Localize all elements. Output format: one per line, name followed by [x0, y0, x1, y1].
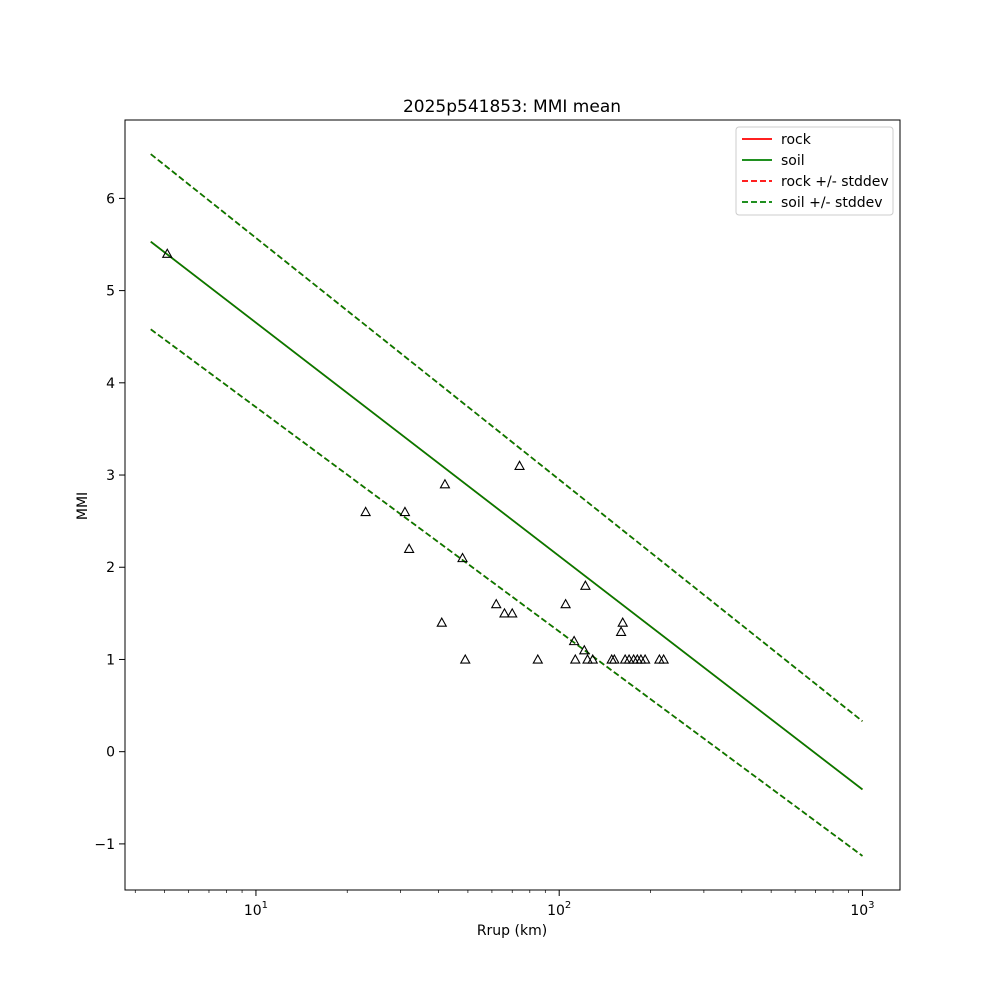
observation-marker — [436, 616, 448, 627]
observation-marker — [615, 626, 627, 636]
observation-marker — [582, 653, 593, 664]
observation-marker — [587, 653, 599, 664]
observation-marker — [457, 552, 468, 563]
x-tick-label: 103 — [850, 900, 874, 919]
observation-marker — [658, 653, 670, 664]
observation-marker — [403, 543, 415, 553]
observation-marker — [439, 478, 451, 489]
observation-marker — [608, 653, 620, 664]
observation-marker — [532, 653, 544, 664]
observation-marker — [560, 598, 572, 609]
observation-marker — [568, 635, 580, 646]
y-tick-label: 5 — [106, 284, 115, 300]
y-tick-label: 6 — [106, 191, 115, 207]
legend-frame — [735, 126, 894, 216]
y-tick-label: 1 — [106, 652, 115, 668]
observation-marker — [569, 653, 581, 664]
observation-marker — [579, 580, 591, 590]
x-tick-label: 101 — [244, 900, 268, 919]
plot-area — [125, 120, 900, 890]
legend-label-soil: soil — [781, 153, 805, 169]
observation-marker — [639, 653, 651, 664]
legend-label-rock-stddev: rock +/- stddev — [781, 174, 889, 190]
legend: rock soil rock +/- stddev soil +/- stddev — [735, 126, 894, 216]
observation-marker — [399, 506, 411, 517]
legend-label-soil-stddev: soil +/- stddev — [781, 195, 883, 211]
observation-marker — [490, 598, 502, 609]
y-axis-title: MMI — [75, 492, 91, 520]
observation-markers — [161, 248, 670, 664]
chart-title: 2025p541853: MMI mean — [403, 97, 621, 117]
y-tick-label: 0 — [106, 745, 115, 761]
x-axis: 101 102 103 — [134, 890, 875, 919]
series-line-soil — [150, 241, 863, 791]
observation-marker — [617, 616, 629, 627]
series-line-soil-stddev-lower — [150, 328, 863, 857]
y-tick-label: 2 — [106, 560, 115, 576]
y-tick-label: 3 — [106, 468, 115, 484]
series-line-soil-stddev — [150, 153, 863, 722]
observation-marker — [514, 460, 525, 470]
observation-marker — [360, 506, 372, 517]
y-tick-label: 4 — [106, 376, 115, 392]
x-tick-label: 102 — [547, 900, 571, 919]
observation-marker — [499, 607, 510, 618]
observation-marker — [578, 644, 590, 655]
observation-marker — [506, 607, 518, 618]
x-axis-title: Rrup (km) — [477, 923, 547, 939]
observation-marker — [161, 248, 173, 258]
series-layer — [150, 153, 863, 857]
y-tick-label: −1 — [94, 837, 115, 853]
legend-label-rock: rock — [781, 132, 812, 148]
y-axis: −1 0 1 2 3 4 5 6 — [94, 191, 125, 853]
observation-marker — [459, 653, 471, 664]
